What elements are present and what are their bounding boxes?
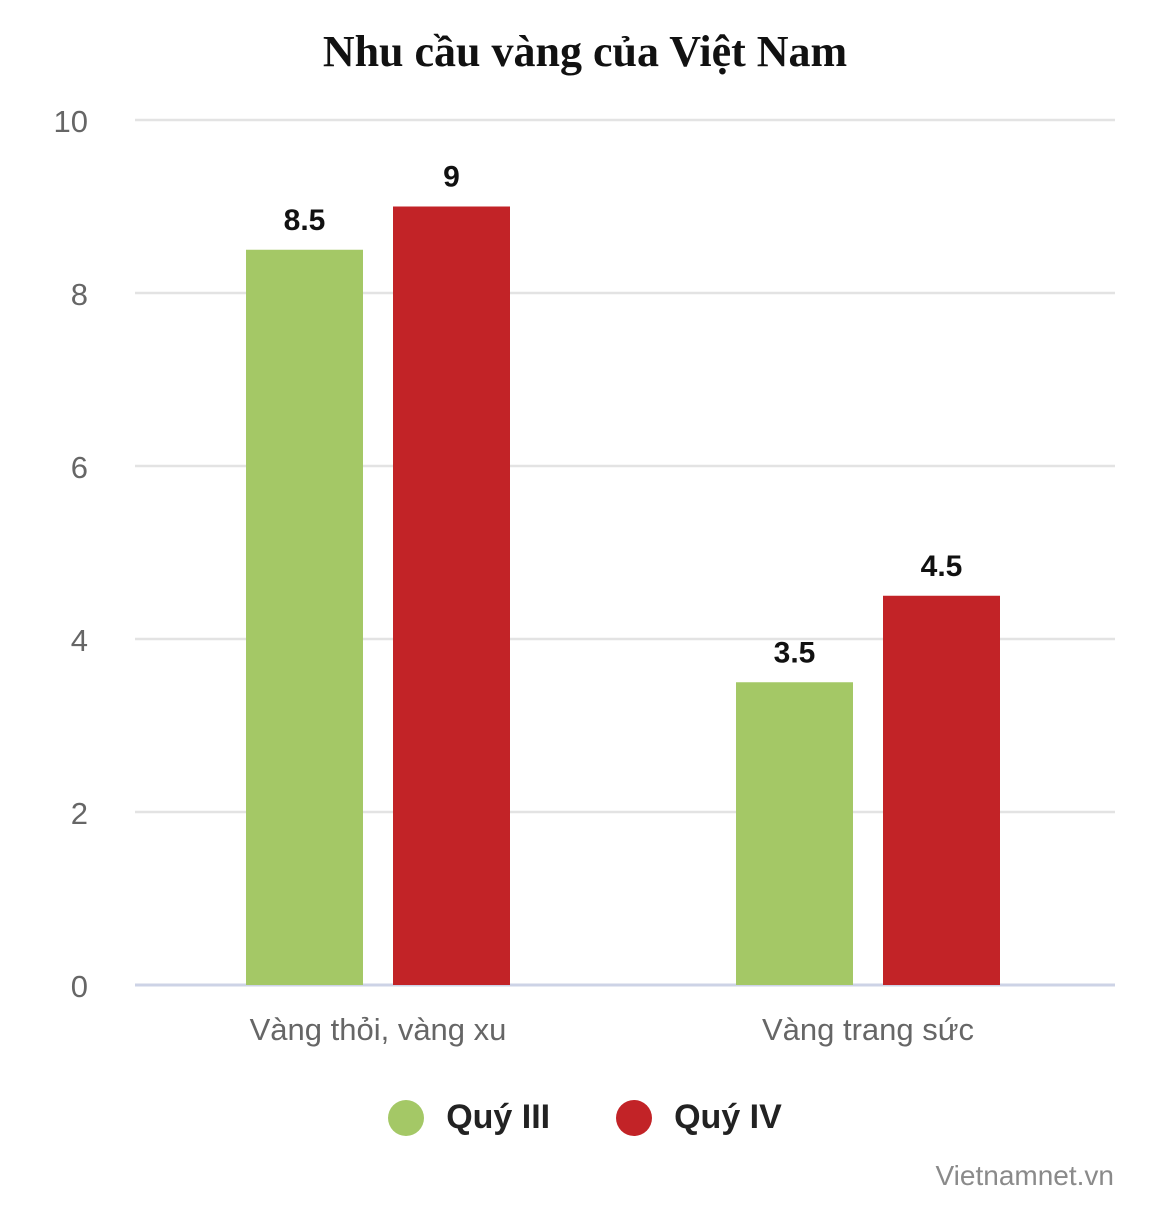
chart-title: Nhu cầu vàng của Việt Nam <box>322 27 848 76</box>
source-credit: Vietnamnet.vn <box>935 1160 1115 1191</box>
bar <box>246 249 363 985</box>
y-tick-label: 0 <box>71 969 88 1004</box>
data-label: 8.5 <box>284 204 326 237</box>
legend-item-series-1[interactable]: Quý III <box>388 1098 550 1137</box>
data-label: 3.5 <box>774 636 816 669</box>
y-tick-label: 10 <box>54 104 88 139</box>
y-tick-label: 6 <box>71 450 88 485</box>
legend-label-series-2: Quý IV <box>674 1098 782 1136</box>
legend-swatch-series-2 <box>616 1099 653 1136</box>
data-label: 4.5 <box>921 550 963 583</box>
y-tick-label: 8 <box>71 277 88 312</box>
bar <box>883 595 1000 985</box>
legend-swatch-series-1 <box>388 1099 425 1136</box>
y-tick-label: 2 <box>71 796 88 831</box>
bar <box>736 682 853 985</box>
data-label: 9 <box>443 161 460 194</box>
chart-legend: Quý III Quý IV <box>0 1098 1170 1137</box>
x-tick-label: Vàng trang sức <box>762 1012 974 1047</box>
y-tick-label: 4 <box>71 623 88 658</box>
bar <box>393 206 510 985</box>
legend-label-series-1: Quý III <box>446 1098 551 1136</box>
x-tick-label: Vàng thỏi, vàng xu <box>250 1012 507 1047</box>
legend-item-series-2[interactable]: Quý IV <box>616 1098 782 1137</box>
